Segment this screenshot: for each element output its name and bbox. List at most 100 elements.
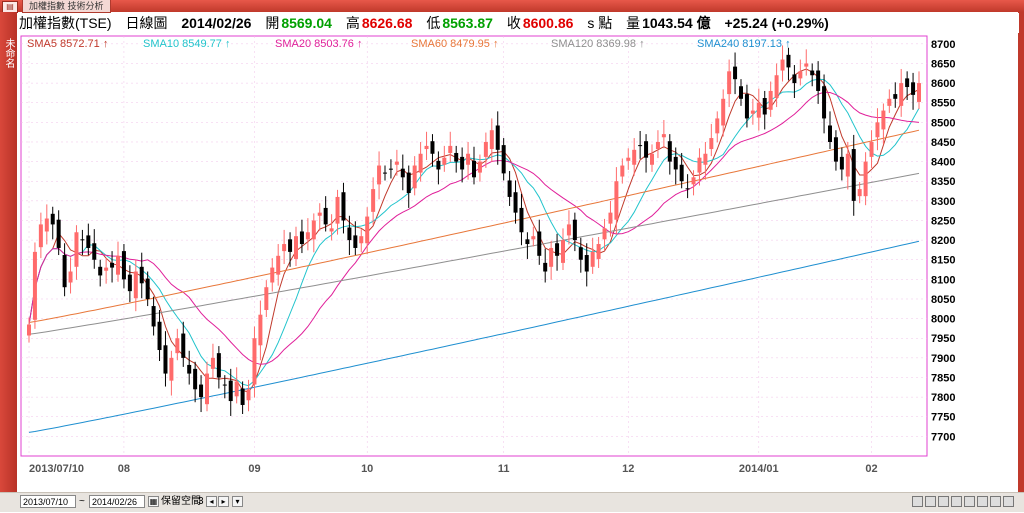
candle-body <box>282 244 287 252</box>
y-tick-label: 8400 <box>931 157 955 169</box>
candle-body <box>685 188 690 190</box>
candle-body <box>299 231 304 245</box>
y-tick-label: 8500 <box>931 117 955 129</box>
candle-body <box>68 271 73 283</box>
legend-sma20: SMA20 8503.76 ↑ <box>275 38 362 50</box>
x-tick-label: 2014/01 <box>739 463 779 475</box>
spin-up-icon[interactable]: ▸ <box>218 496 229 507</box>
open-value: 8569.04 <box>281 15 332 31</box>
from-date-field[interactable]: 2013/07/10 <box>20 495 76 508</box>
candle-body <box>477 161 482 173</box>
bottom-toolbar: 2013/07/10 ~ 2014/02/26 ▦ 保留空間 3 ◂ ▸ ▾ <box>0 492 1024 512</box>
candle-body <box>911 82 916 95</box>
candle-body <box>359 236 364 244</box>
x-tick-label: 12 <box>622 463 634 475</box>
y-tick-label: 8250 <box>931 215 955 227</box>
x-tick-label: 11 <box>498 463 510 475</box>
candle-body <box>104 267 109 271</box>
candle-body <box>116 255 120 275</box>
candle-body <box>228 380 233 402</box>
candle-body <box>632 149 637 165</box>
reserve-space-value[interactable]: 3 <box>198 496 204 507</box>
candle-body <box>377 165 382 185</box>
y-tick-label: 8550 <box>931 98 955 110</box>
candle-body <box>157 321 162 351</box>
scroll-right-icon[interactable] <box>951 496 962 507</box>
candle-body <box>590 251 595 267</box>
x-tick-label: 08 <box>118 463 130 475</box>
candle-body <box>335 196 340 224</box>
candle-body <box>905 78 910 88</box>
candle-body <box>869 141 874 157</box>
candle-body <box>329 228 334 232</box>
candle-body <box>839 156 844 170</box>
candle-body <box>44 218 49 232</box>
candle-body <box>317 212 322 216</box>
candle-body <box>388 168 393 170</box>
candle-body <box>661 134 666 138</box>
candle-body <box>27 324 31 336</box>
candle-body <box>851 149 856 201</box>
candle-body <box>887 98 892 106</box>
zoom-out-icon[interactable] <box>925 496 936 507</box>
side-panel-rail[interactable]: 未命名 <box>0 12 17 492</box>
y-tick-label: 8350 <box>931 176 955 188</box>
y-tick-label: 7850 <box>931 372 955 384</box>
candle-body <box>472 160 476 178</box>
candle-body <box>768 90 773 110</box>
candle-body <box>163 345 168 374</box>
config-icon[interactable] <box>1003 496 1014 507</box>
candle-body <box>145 278 150 299</box>
candle-body <box>715 118 720 134</box>
candle-body <box>121 251 126 280</box>
candle-body <box>347 227 352 241</box>
y-tick-label: 8300 <box>931 196 955 208</box>
change-value: +25.24 (+0.29%) <box>724 15 829 31</box>
spin-down-icon[interactable]: ◂ <box>206 496 217 507</box>
calendar-icon[interactable]: ▦ <box>148 496 159 507</box>
y-tick-label: 8650 <box>931 58 955 70</box>
candle-body <box>816 70 821 91</box>
candle-body <box>566 224 571 236</box>
tab-technical-analysis[interactable]: 加權指數 技術分析 <box>22 0 111 13</box>
side-panel-label: 未命名 <box>3 38 14 68</box>
settings-icon[interactable]: ▾ <box>232 496 243 507</box>
candle-body <box>917 83 921 102</box>
y-tick-label: 8000 <box>931 314 955 326</box>
zoom-in-icon[interactable] <box>912 496 923 507</box>
high-label: 高 <box>345 15 360 31</box>
candle-body <box>418 153 423 173</box>
candle-body <box>86 235 91 248</box>
toolbar-icon-group <box>910 496 1014 508</box>
candle-body <box>810 70 815 76</box>
candle-body <box>709 138 714 150</box>
candle-body <box>780 59 785 71</box>
candle-body <box>596 244 601 259</box>
candle-body <box>246 389 251 401</box>
high-value: 8626.68 <box>361 15 413 31</box>
chart-type: 日線圖 <box>125 15 168 31</box>
candle-body <box>288 239 293 252</box>
print-icon[interactable] <box>977 496 988 507</box>
candle-body <box>442 157 447 165</box>
export-icon[interactable] <box>990 496 1001 507</box>
candle-body <box>667 141 672 162</box>
y-tick-label: 8050 <box>931 294 955 306</box>
to-date-field[interactable]: 2014/02/26 <box>89 495 145 508</box>
candle-body <box>199 384 204 398</box>
chart-svg[interactable]: 7700 7750 7800 7850 7900 7950 8000 8050 8100 8150… <box>19 34 1019 490</box>
reserve-space-label: 保留空間 <box>161 496 201 507</box>
crosshair-icon[interactable] <box>964 496 975 507</box>
candle-body <box>549 247 554 267</box>
candle-body <box>519 207 524 233</box>
candle-body <box>501 145 506 174</box>
candle-body <box>205 373 209 405</box>
candle-body <box>655 141 660 150</box>
candle-body <box>727 71 732 95</box>
candle-body <box>833 137 838 162</box>
candlestick-chart[interactable]: 7700 7750 7800 7850 7900 7950 8000 8050 8100 8150… <box>19 34 1019 490</box>
candle-body <box>181 333 186 358</box>
scroll-left-icon[interactable] <box>938 496 949 507</box>
candle-body <box>32 251 37 320</box>
candle-body <box>739 86 743 99</box>
